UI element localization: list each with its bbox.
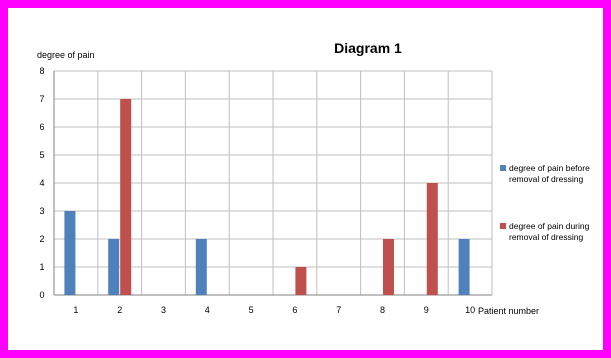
legend-label-0-1: removal of dressing — [509, 174, 583, 184]
y-tick-labels: 0 1 2 3 4 5 6 7 8 — [39, 66, 44, 300]
grid — [53, 70, 493, 296]
x-tick-label-9: 9 — [424, 305, 429, 315]
y-axis-label: degree of pain — [37, 50, 95, 60]
bar-s0-1 — [64, 211, 76, 295]
y-tick-label-3: 3 — [39, 206, 44, 216]
x-tick-label-10: 10 — [465, 305, 475, 315]
x-tick-label-4: 4 — [205, 305, 210, 315]
x-tick-label-6: 6 — [292, 305, 297, 315]
x-tick-label-2: 2 — [117, 305, 122, 315]
bar-s1-2 — [120, 99, 132, 295]
bar-s1-6 — [295, 267, 307, 295]
bar-s1-9 — [426, 183, 438, 295]
y-tick-label-0: 0 — [39, 290, 44, 300]
y-tick-label-8: 8 — [39, 66, 44, 76]
legend-label-0-0: degree of pain before — [509, 163, 590, 173]
x-tick-label-8: 8 — [380, 305, 385, 315]
x-tick-label-1: 1 — [73, 305, 78, 315]
y-tick-label-5: 5 — [39, 150, 44, 160]
y-tick-label-2: 2 — [39, 234, 44, 244]
x-tick-labels: 1 2 3 4 5 6 7 8 9 10 — [73, 305, 475, 315]
bar-s0-10 — [458, 239, 470, 295]
x-tick-label-3: 3 — [161, 305, 166, 315]
bar-s0-4 — [195, 239, 207, 295]
bar-s1-8 — [383, 239, 394, 295]
bar-chart: Diagram 1 degree of pain Patient number … — [37, 40, 590, 316]
bar-s0-2 — [108, 239, 120, 295]
y-tick-label-7: 7 — [39, 94, 44, 104]
legend-label-1-1: removal of dressing — [509, 232, 583, 242]
y-tick-label-4: 4 — [39, 178, 44, 188]
chart-frame: Diagram 1 degree of pain Patient number … — [8, 8, 603, 350]
x-tick-label-7: 7 — [336, 305, 341, 315]
legend-swatch-1 — [500, 223, 506, 229]
x-axis-label: Patient number — [478, 306, 539, 316]
legend-label-1-0: degree of pain during — [509, 221, 590, 231]
x-tick-label-5: 5 — [249, 305, 254, 315]
legend-swatch-0 — [500, 165, 506, 171]
y-tick-label-6: 6 — [39, 122, 44, 132]
chart-title: Diagram 1 — [334, 40, 402, 56]
y-tick-label-1: 1 — [39, 262, 44, 272]
bars — [64, 99, 470, 295]
